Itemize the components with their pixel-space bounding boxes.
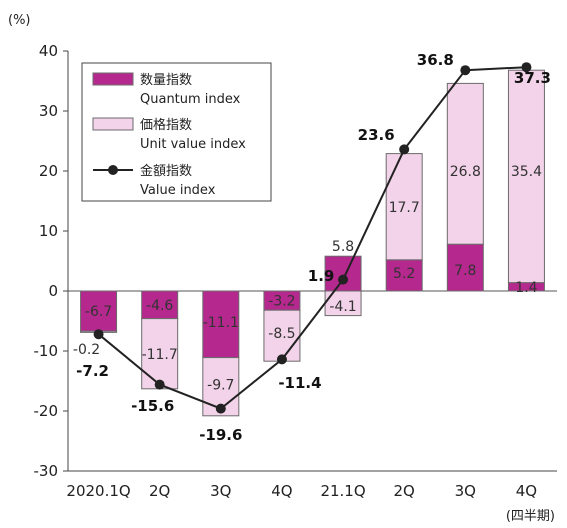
- bar-quantum: [385, 259, 423, 292]
- unit-value-label: 17.7: [389, 200, 420, 216]
- x-tick-label: 4Q: [516, 482, 537, 500]
- y-tick-label: -20: [34, 402, 59, 420]
- x-tick-label: 2020.1Q: [66, 482, 130, 500]
- legend-swatch-unit-value: [92, 117, 134, 131]
- bar-unit-value: [141, 318, 179, 390]
- legend-label-value-ja: 金額指数: [140, 163, 192, 179]
- quantum-value-label: 5.8: [332, 239, 354, 255]
- value-index-label: -11.4: [278, 374, 321, 392]
- y-tick-label: -30: [34, 462, 59, 480]
- quantum-value-label: 7.8: [454, 263, 476, 279]
- x-unit-label: (四半期): [506, 509, 555, 524]
- value-index-point: [460, 65, 471, 76]
- legend-label-unit-value-ja: 価格指数: [140, 117, 192, 133]
- legend-label-value-en: Value index: [140, 183, 216, 198]
- y-tick-label: 20: [39, 162, 58, 180]
- quantum-value-label: 1.4: [515, 280, 537, 296]
- quantum-value-label: -3.2: [268, 294, 295, 310]
- value-index-point: [521, 62, 532, 73]
- legend-swatch-quantum: [92, 72, 134, 86]
- bar-quantum: [202, 290, 240, 359]
- unit-value-label: -4.1: [329, 299, 356, 315]
- value-index-point: [93, 329, 104, 340]
- x-tick-label: 21.1Q: [320, 482, 365, 500]
- value-index-point: [154, 379, 165, 390]
- unit-value-label: 26.8: [450, 164, 481, 180]
- bar-quantum: [80, 290, 118, 332]
- x-tick-label: 3Q: [210, 482, 231, 500]
- legend-label-unit-value-en: Unit value index: [140, 137, 246, 152]
- x-tick-label: 2Q: [149, 482, 170, 500]
- y-tick-label: 10: [39, 222, 58, 240]
- y-tick-label: 0: [48, 282, 58, 300]
- value-index-point: [276, 354, 287, 365]
- value-index-label: -7.2: [76, 362, 109, 380]
- legend-swatch-value-point: [108, 165, 118, 175]
- value-line: [93, 62, 532, 414]
- value-index-label: 1.9: [308, 267, 335, 285]
- y-tick-label: 40: [39, 42, 58, 60]
- bar-quantum: [141, 290, 179, 320]
- value-index-label: -15.6: [131, 397, 174, 415]
- bars: [80, 69, 545, 417]
- legend-label-quantum-ja: 数量指数: [140, 73, 192, 88]
- y-tick-label: -10: [34, 342, 59, 360]
- quantum-value-label: -4.6: [146, 298, 173, 314]
- legend-box: [81, 62, 272, 202]
- x-tick-label: 2Q: [394, 482, 415, 500]
- unit-value-label: -8.5: [268, 326, 295, 342]
- unit-value-label: -11.7: [142, 347, 178, 363]
- bar-unit-value: [507, 69, 545, 284]
- y-tick-label: 30: [39, 102, 58, 120]
- bar-unit-value: [446, 82, 484, 245]
- x-tick-label: 3Q: [455, 482, 476, 500]
- value-index-line: [97, 66, 527, 410]
- unit-value-label: 35.4: [511, 164, 542, 180]
- value-index-point: [215, 403, 226, 414]
- unit-value-label: -9.7: [207, 378, 234, 394]
- quantum-value-label: 5.2: [393, 266, 415, 282]
- bar-unit-value: [385, 153, 423, 261]
- bar-quantum: [446, 243, 484, 292]
- x-tick-label: 4Q: [271, 482, 292, 500]
- data-labels: -6.7 -0.2 -4.6 -11.7 -11.1 -9.7 -3.2 -8.5 5.8 -4.…: [73, 51, 551, 444]
- quantum-value-label: -11.1: [203, 315, 239, 331]
- quantum-value-label: -6.7: [85, 304, 112, 320]
- value-index-point: [399, 144, 410, 155]
- value-index-label: 23.6: [358, 126, 395, 144]
- value-index-point: [338, 274, 349, 285]
- value-index-label: 37.3: [514, 69, 551, 87]
- legend-label-quantum-en: Quantum index: [140, 92, 241, 107]
- unit-value-label: -0.2: [73, 342, 100, 358]
- y-unit-label: (%): [8, 13, 31, 28]
- value-index-label: 36.8: [417, 51, 454, 69]
- value-index-label: -19.6: [199, 426, 242, 444]
- legend: 数量指数 Quantum index 価格指数 Unit value index 金額指…: [81, 62, 272, 202]
